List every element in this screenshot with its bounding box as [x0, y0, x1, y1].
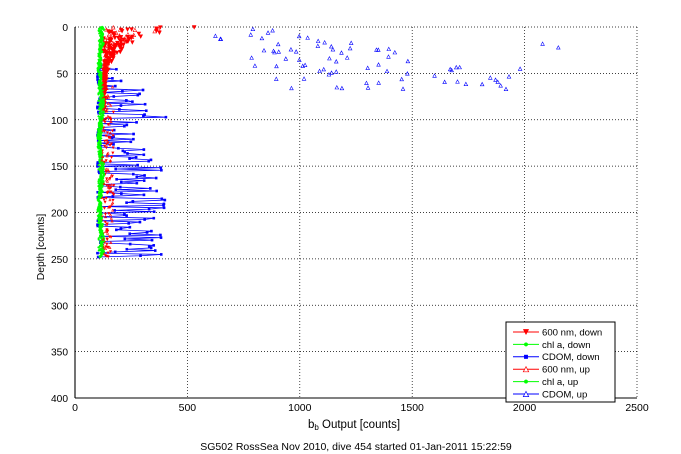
- svg-text:1000: 1000: [288, 402, 312, 414]
- svg-text:150: 150: [51, 162, 68, 173]
- svg-text:600 nm, up: 600 nm, up: [542, 365, 590, 376]
- svg-text:200: 200: [51, 209, 68, 220]
- svg-text:1500: 1500: [401, 402, 425, 414]
- svg-text:2500: 2500: [625, 402, 649, 414]
- svg-text:300: 300: [51, 301, 68, 312]
- svg-text:600 nm, down: 600 nm, down: [542, 327, 602, 338]
- svg-text:bb Output [counts]: bb Output [counts]: [308, 419, 400, 432]
- svg-text:Depth [counts]: Depth [counts]: [36, 214, 47, 281]
- svg-text:250: 250: [51, 255, 68, 266]
- svg-text:0: 0: [72, 402, 78, 414]
- svg-text:350: 350: [51, 348, 68, 359]
- svg-text:0: 0: [62, 23, 68, 34]
- svg-text:400: 400: [51, 394, 68, 405]
- svg-text:CDOM, up: CDOM, up: [542, 389, 587, 400]
- svg-text:500: 500: [179, 402, 197, 414]
- svg-text:chl a, up: chl a, up: [542, 377, 578, 388]
- svg-text:50: 50: [57, 69, 69, 80]
- svg-text:chl a, down: chl a, down: [542, 340, 591, 351]
- svg-text:2000: 2000: [513, 402, 537, 414]
- svg-text:100: 100: [51, 116, 68, 127]
- svg-text:CDOM, down: CDOM, down: [542, 352, 600, 363]
- svg-text:SG502 RossSea Nov 2010, dive 4: SG502 RossSea Nov 2010, dive 454 started…: [200, 441, 512, 453]
